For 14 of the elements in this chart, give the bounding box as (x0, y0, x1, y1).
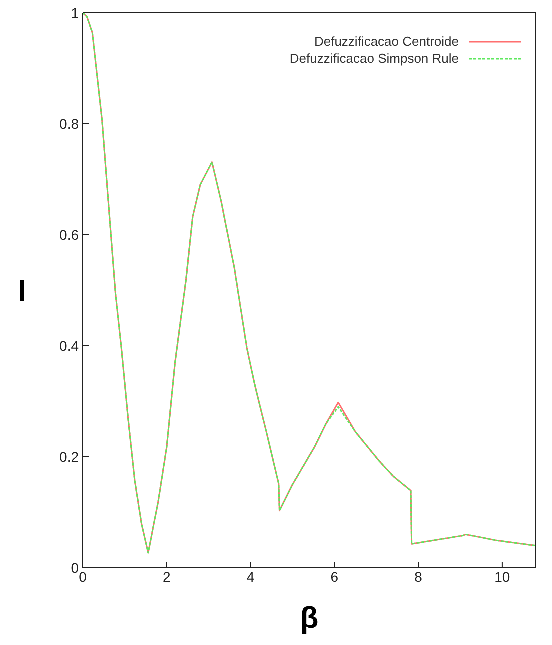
x-tick-label: 6 (330, 568, 339, 585)
x-tick-label: 2 (162, 568, 171, 585)
y-tick-label: 0.8 (60, 116, 80, 132)
y-tick-label: 1 (71, 4, 80, 21)
y-tick-label: 0.6 (60, 226, 80, 243)
y-axis-title: I (18, 275, 26, 308)
y-tick-label: 0.4 (60, 338, 80, 354)
x-tick-label: 10 (494, 568, 510, 585)
legend-label: Defuzzificacao Simpson Rule (290, 50, 459, 67)
x-tick-label: 4 (246, 568, 255, 585)
x-axis-title: β (300, 602, 319, 635)
x-tick-label: 8 (414, 568, 423, 585)
legend-label: Defuzzificacao Centroide (314, 33, 459, 50)
y-tick-label: 0.2 (60, 448, 80, 465)
